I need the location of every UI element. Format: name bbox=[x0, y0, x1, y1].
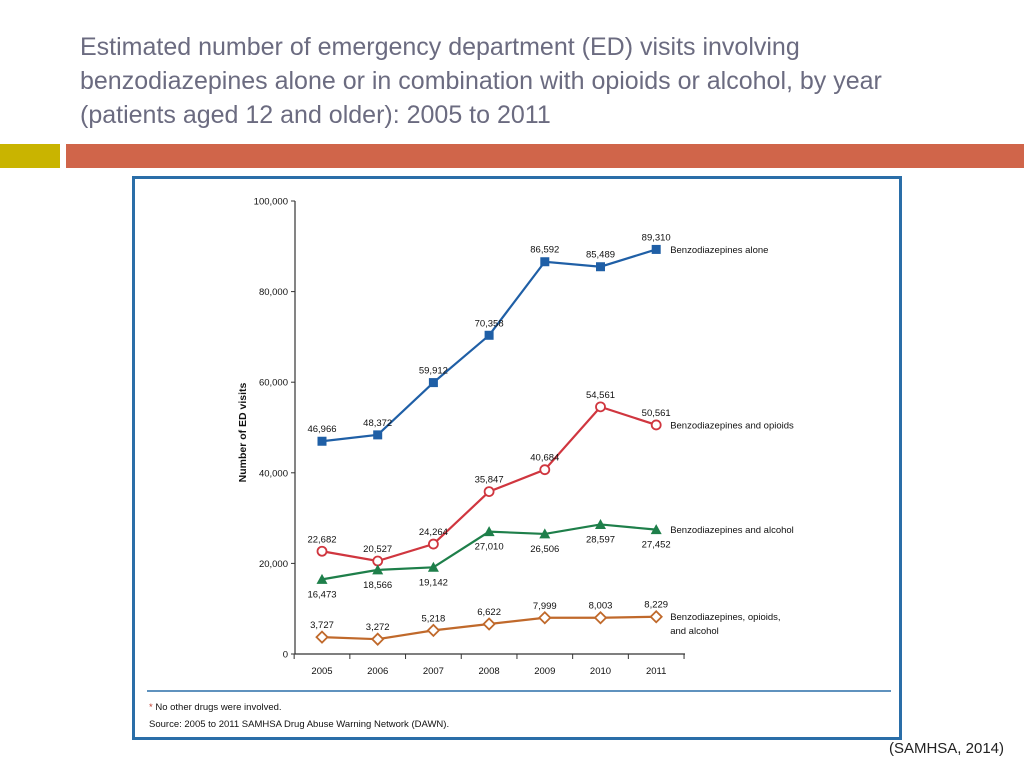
data-label: 35,847 bbox=[475, 475, 504, 486]
footnote: * No other drugs were involved. bbox=[149, 702, 282, 713]
data-label: 40,684 bbox=[530, 453, 559, 464]
data-label: 3,272 bbox=[366, 622, 390, 633]
citation: (SAMHSA, 2014) bbox=[888, 740, 1004, 757]
data-point-diamond bbox=[649, 609, 663, 624]
series-legend-label: Benzodiazepines, opioids, bbox=[670, 612, 780, 623]
data-point-diamond bbox=[593, 610, 608, 625]
data-point-triangle bbox=[595, 518, 606, 529]
data-label: 22,682 bbox=[307, 534, 336, 545]
data-label: 28,597 bbox=[586, 534, 615, 545]
data-label: 18,566 bbox=[363, 580, 392, 591]
data-label: 26,506 bbox=[530, 544, 559, 555]
series-legend-label: Benzodiazepines alone bbox=[670, 245, 768, 256]
chart-figure: 0 20,000 40,000 60,000 80,000 100,000 Number o… bbox=[132, 176, 902, 740]
line-chart: 0 20,000 40,000 60,000 80,000 100,000 Number o… bbox=[147, 197, 891, 692]
data-label: 54,561 bbox=[586, 390, 615, 401]
data-label: 8,229 bbox=[644, 600, 668, 611]
data-point-diamond bbox=[426, 623, 441, 638]
slide-title: Estimated number of emergency department… bbox=[80, 33, 882, 129]
data-point-diamond bbox=[370, 632, 385, 646]
data-label: 8,003 bbox=[589, 601, 613, 612]
data-label: 24,264 bbox=[419, 527, 448, 538]
series-line bbox=[321, 248, 657, 443]
data-label: 46,966 bbox=[307, 424, 336, 435]
data-point-square bbox=[651, 244, 661, 254]
data-label: 50,561 bbox=[642, 408, 671, 419]
accent-orange-bar bbox=[66, 144, 1024, 168]
y-tick-label: 80,000 bbox=[259, 287, 288, 298]
series-legend-label: and alcohol bbox=[670, 626, 719, 637]
data-label: 7,999 bbox=[533, 601, 557, 612]
y-tick-label: 60,000 bbox=[259, 378, 288, 389]
y-tick-label: 0 bbox=[283, 650, 288, 661]
x-tick-label: 2007 bbox=[423, 666, 444, 677]
data-label: 86,592 bbox=[530, 245, 559, 256]
data-point-square bbox=[373, 430, 383, 440]
y-tick-label: 100,000 bbox=[254, 197, 288, 208]
data-point-square bbox=[484, 330, 494, 340]
data-point-circle bbox=[427, 538, 439, 550]
footnote-text: No other drugs were involved. bbox=[155, 702, 282, 713]
data-label: 59,912 bbox=[419, 366, 448, 377]
x-tick-label: 2008 bbox=[479, 666, 500, 677]
data-point-diamond bbox=[315, 630, 329, 644]
data-label: 27,452 bbox=[642, 540, 671, 551]
data-point-square bbox=[317, 436, 327, 446]
data-point-triangle bbox=[372, 564, 384, 575]
data-point-circle bbox=[595, 401, 606, 413]
x-tick-label: 2009 bbox=[534, 666, 555, 677]
data-label: 70,358 bbox=[475, 318, 504, 329]
data-label: 19,142 bbox=[419, 577, 448, 588]
data-label: 6,622 bbox=[477, 607, 501, 618]
data-point-circle bbox=[372, 555, 384, 567]
data-point-diamond bbox=[538, 610, 552, 625]
data-point-triangle bbox=[427, 561, 439, 572]
data-point-triangle bbox=[650, 524, 662, 535]
y-axis-label: Number of ED visits bbox=[237, 382, 249, 482]
data-point-diamond bbox=[482, 617, 496, 631]
data-point-square bbox=[596, 262, 605, 272]
data-point-square bbox=[540, 257, 550, 267]
data-label: 5,218 bbox=[422, 613, 446, 624]
data-label: 27,010 bbox=[475, 542, 504, 553]
data-label: 3,727 bbox=[310, 620, 334, 631]
data-point-triangle bbox=[316, 573, 328, 584]
series-legend-label: Benzodiazepines and alcohol bbox=[670, 525, 794, 536]
footnote-mark: * bbox=[149, 702, 153, 713]
data-point-triangle bbox=[539, 528, 551, 539]
data-point-square bbox=[428, 378, 438, 388]
x-tick-label: 2010 bbox=[590, 666, 611, 677]
data-label: 48,372 bbox=[363, 418, 392, 429]
x-tick-label: 2011 bbox=[646, 666, 666, 677]
accent-gold-block bbox=[0, 144, 60, 168]
data-point-circle bbox=[483, 486, 495, 498]
data-label: 16,473 bbox=[307, 589, 336, 600]
data-point-circle bbox=[650, 419, 662, 431]
data-label: 89,310 bbox=[642, 232, 671, 243]
source-note: Source: 2005 to 2011 SAMHSA Drug Abuse W… bbox=[149, 719, 450, 730]
data-label: 85,489 bbox=[586, 250, 615, 261]
y-tick-label: 20,000 bbox=[259, 559, 288, 570]
data-point-circle bbox=[316, 545, 328, 557]
x-tick-label: 2005 bbox=[311, 666, 332, 677]
data-point-triangle bbox=[483, 526, 495, 537]
y-tick-label: 40,000 bbox=[259, 468, 288, 479]
series-legend-label: Benzodiazepines and opioids bbox=[670, 420, 794, 431]
data-point-circle bbox=[539, 464, 551, 476]
x-tick-label: 2006 bbox=[367, 666, 388, 677]
data-label: 20,527 bbox=[363, 544, 392, 555]
